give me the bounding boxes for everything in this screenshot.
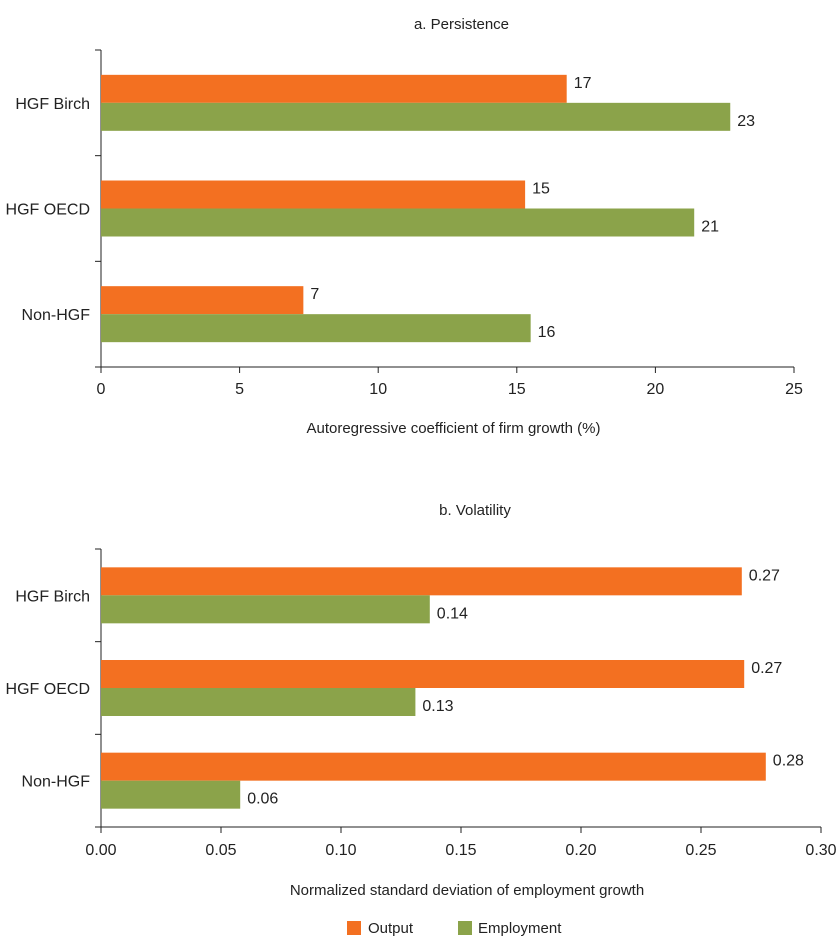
output-bar — [101, 74, 567, 103]
x-tick-label: 0.15 — [445, 842, 476, 859]
x-axis-title: Normalized standard deviation of employm… — [290, 882, 644, 899]
x-tick-label: 0.20 — [565, 842, 596, 859]
x-tick-label: 20 — [647, 381, 665, 398]
employment-value-label: 0.14 — [437, 605, 468, 622]
x-axis-title: Autoregressive coefficient of firm growt… — [306, 420, 600, 437]
panel-volatility: b. Volatility 0.00 0.05 0.10 0.15 0.20 0.25 0.3… — [6, 502, 837, 899]
category-label: Non-HGF — [22, 774, 91, 791]
employment-bar — [101, 688, 416, 716]
legend-swatch-employment — [458, 921, 472, 935]
employment-value-label: 0.06 — [247, 791, 278, 808]
employment-value-label: 0.13 — [422, 698, 453, 715]
category-label: Non-HGF — [22, 307, 91, 324]
output-value-label: 0.27 — [749, 567, 780, 584]
category-label: HGF OECD — [6, 681, 90, 698]
x-tick-label: 0.05 — [205, 842, 236, 859]
x-tick-label: 0.30 — [805, 842, 836, 859]
output-value-label: 0.27 — [751, 660, 782, 677]
employment-value-label: 21 — [701, 219, 719, 236]
output-value-label: 7 — [310, 286, 319, 303]
employment-bar — [101, 314, 531, 343]
employment-bar — [101, 595, 430, 624]
legend: Output Employment — [347, 920, 562, 937]
employment-value-label: 16 — [538, 324, 556, 341]
output-bar — [101, 180, 526, 209]
x-tick-label: 25 — [785, 381, 803, 398]
output-bar — [101, 752, 766, 781]
employment-bar — [101, 780, 241, 809]
legend-label-output: Output — [368, 920, 414, 937]
x-tick-label: 10 — [369, 381, 387, 398]
legend-swatch-output — [347, 921, 361, 935]
employment-value-label: 23 — [737, 113, 755, 130]
x-tick-label: 0.10 — [325, 842, 356, 859]
panel-title: a. Persistence — [414, 16, 509, 33]
output-bar — [101, 286, 304, 315]
x-tick-label: 5 — [235, 381, 244, 398]
category-label: HGF Birch — [15, 588, 90, 605]
output-bar — [101, 567, 742, 596]
x-tick-label: 0.25 — [685, 842, 716, 859]
legend-label-employment: Employment — [478, 920, 562, 937]
output-value-label: 15 — [532, 181, 550, 198]
category-label: HGF OECD — [6, 202, 90, 219]
x-tick-label: 0.00 — [85, 842, 116, 859]
employment-bar — [101, 208, 695, 237]
output-value-label: 0.28 — [773, 753, 804, 770]
panel-title: b. Volatility — [439, 502, 511, 519]
output-value-label: 17 — [574, 75, 592, 92]
x-tick-label: 15 — [508, 381, 526, 398]
category-label: HGF Birch — [15, 96, 90, 113]
output-bar — [101, 660, 745, 688]
panel-persistence: a. Persistence 0 5 10 15 20 25 Autoregressive c… — [6, 16, 803, 437]
x-tick-label: 0 — [97, 381, 106, 398]
employment-bar — [101, 102, 731, 131]
